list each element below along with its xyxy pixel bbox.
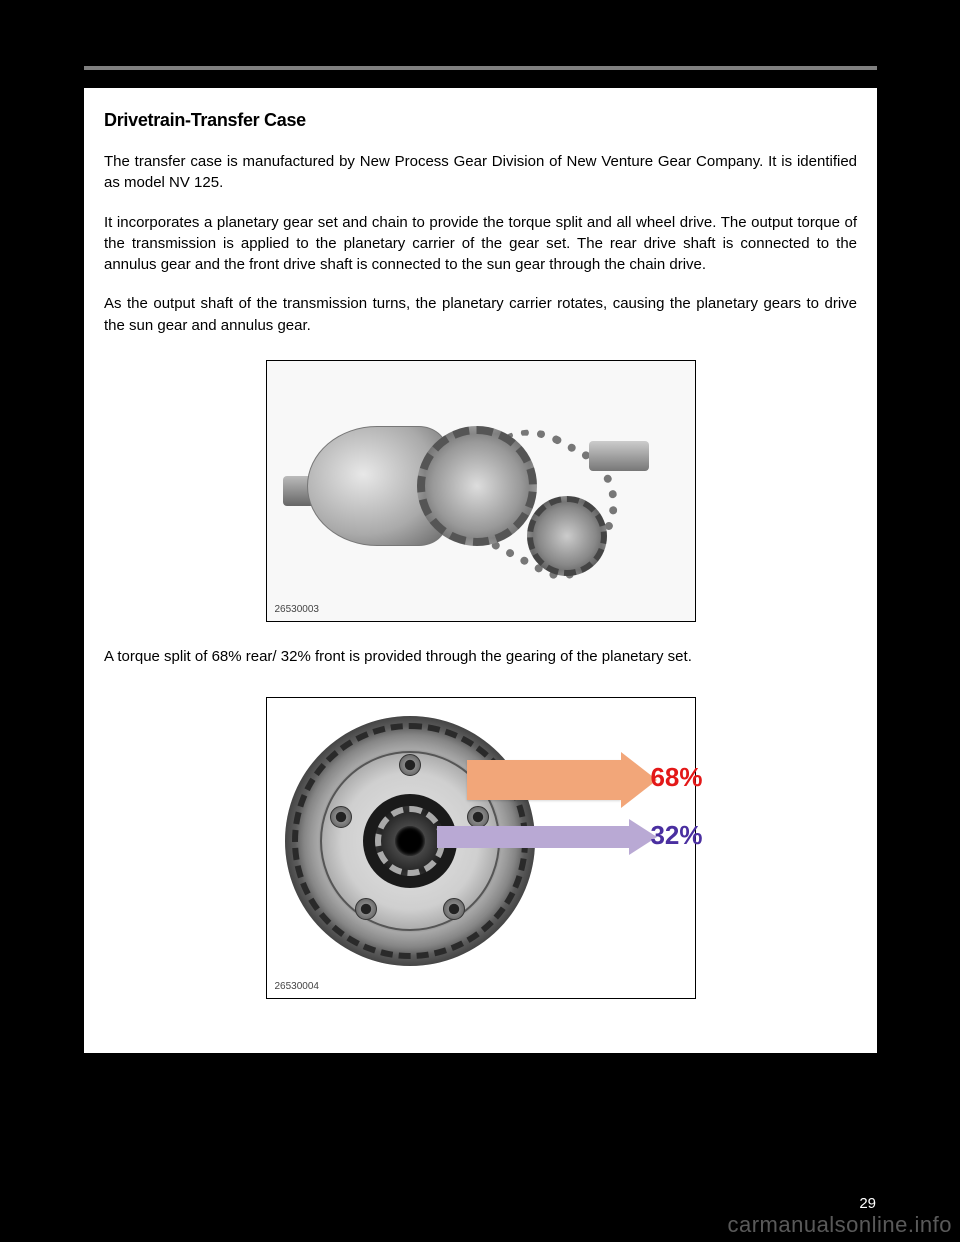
bolt-icon [355, 898, 377, 920]
front-torque-percent-label: 32% [650, 820, 702, 851]
figure2-caption: 26530004 [275, 981, 320, 992]
paragraph: The transfer case is manufactured by New… [104, 151, 857, 194]
bolt-icon [399, 754, 421, 776]
figure2-illustration: 68% 32% [267, 698, 695, 998]
bolt-icon [443, 898, 465, 920]
paragraph: As the output shaft of the transmission … [104, 293, 857, 336]
page-frame: Drivetrain-Transfer Case The transfer ca… [84, 66, 877, 1053]
bolt-icon [467, 806, 489, 828]
rear-torque-arrow-icon [467, 760, 657, 800]
page-number: 29 [859, 1195, 876, 1212]
page-title: Drivetrain-Transfer Case [104, 110, 857, 131]
arrow-shaft-icon [467, 760, 621, 800]
paragraph: It incorporates a planetary gear set and… [104, 212, 857, 276]
divider-top [84, 66, 877, 70]
bolt-icon [330, 806, 352, 828]
paragraph: A torque split of 68% rear/ 32% front is… [104, 646, 857, 667]
sun-hole-icon [395, 826, 425, 856]
output-shaft-right-icon [589, 441, 649, 471]
figure1-illustration [267, 361, 695, 621]
figure-transfer-case: 26530003 [266, 360, 696, 622]
arrow-shaft-icon [437, 826, 629, 848]
transfer-case-graphic [307, 406, 647, 576]
figure1-caption: 26530003 [275, 604, 320, 615]
planetary-gear-icon [417, 426, 537, 546]
front-torque-arrow-icon [437, 826, 657, 848]
rear-torque-percent-label: 68% [650, 762, 702, 793]
figure-torque-split: 68% 32% 26530004 [266, 697, 696, 999]
watermark: carmanualsonline.info [727, 1212, 952, 1238]
content-panel: Drivetrain-Transfer Case The transfer ca… [84, 88, 877, 1053]
sprocket-icon [527, 496, 607, 576]
